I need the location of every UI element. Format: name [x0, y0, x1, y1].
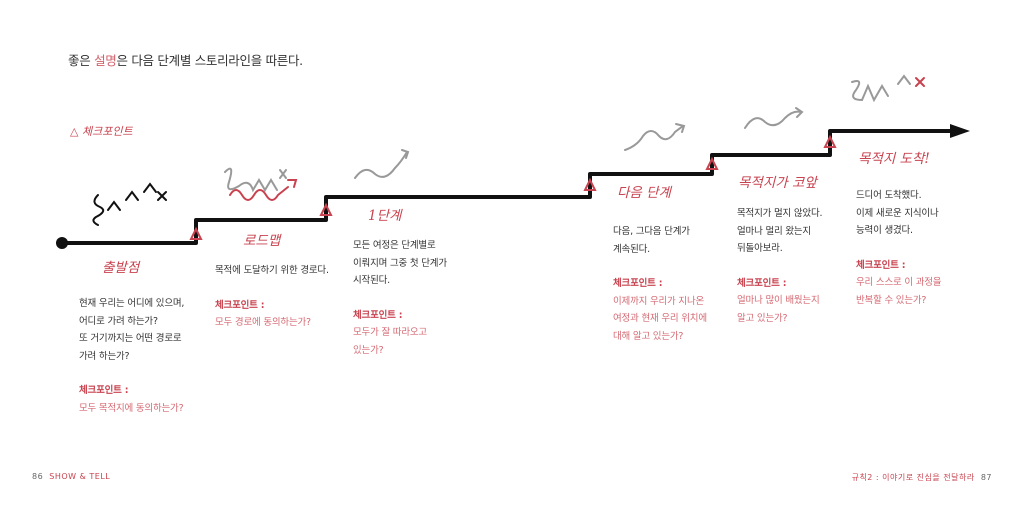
desc-line: 또 거기까지는 어떤 경로로	[79, 333, 182, 344]
tangle-doodle-icon	[851, 74, 911, 103]
chapter-title: 규칙2 : 이야기로 진심을 전달하라	[851, 473, 975, 482]
desc-line: 다음, 그다음 단계가	[613, 226, 690, 237]
footer-left: 86 SHOW & TELL	[32, 472, 110, 481]
checkpoint-triangle-icon	[583, 177, 597, 191]
desc-line: 이뤄지며 그중 첫 단계가	[353, 257, 447, 269]
checkpoint-question: 있는가?	[353, 344, 384, 356]
checkpoint-question: 반복할 수 있는가?	[856, 294, 927, 306]
footer-right: 규칙2 : 이야기로 진심을 전달하라 87	[852, 472, 992, 483]
checkpoint-question: 얼마나 많이 배웠는지	[737, 295, 820, 306]
legend-label: 체크포인트	[81, 125, 133, 138]
checkpoint-question: 우리 스스로 이 과정을	[856, 277, 942, 288]
stage-description-arrived: 드디어 도착했다. 이제 새로운 지식이나 능력이 생겼다. 체크포인트 : 우…	[856, 187, 942, 309]
checkpoint-question: 모두 목적지에 동의하는가?	[79, 402, 184, 414]
checkpoint-question: 이제까지 우리가 지나온	[613, 295, 705, 307]
desc-line: 뒤돌아보라.	[737, 243, 783, 254]
checkpoint-triangle-icon	[189, 226, 203, 240]
squiggle-arrow-icon	[744, 107, 804, 129]
checkpoint-triangle-icon	[705, 156, 719, 170]
stage-description-next: 다음, 그다음 단계가 계속된다. 체크포인트 : 이제까지 우리가 지나온 여…	[613, 223, 707, 345]
checkpoint-question: 여정과 현재 우리 위치에	[613, 313, 707, 324]
book-title: SHOW & TELL	[49, 472, 111, 481]
page-number-left: 86	[32, 472, 44, 481]
page-title: 좋은 설명은 다음 단계별 스토리라인을 따른다.	[68, 50, 303, 69]
desc-line: 목적지가 멀지 않았다.	[737, 208, 823, 219]
checkpoint-heading: 체크포인트 :	[215, 299, 265, 311]
desc-line: 계속된다.	[613, 243, 650, 255]
checkpoint-heading: 체크포인트 :	[79, 385, 129, 396]
stage-description-near: 목적지가 멀지 않았다. 얼마나 멀리 왔는지 뒤돌아보라. 체크포인트 : 얼…	[737, 205, 823, 327]
tangle-doodle-icon	[92, 182, 167, 226]
checkpoint-question: 모두가 잘 따라오고	[353, 327, 427, 338]
title-text-rest: 은 다음 단계별 스토리라인을 따른다.	[116, 53, 303, 68]
desc-line: 어디로 가려 하는가?	[79, 315, 158, 327]
stage-label-roadmap: 로드맵	[243, 233, 281, 249]
squiggle-arrow-icon	[229, 179, 298, 201]
checkpoint-legend: △ 체크포인트	[70, 123, 133, 139]
checkpoint-question: 대해 알고 있는가?	[613, 330, 684, 342]
triangle-icon: △	[70, 125, 82, 138]
checkpoint-triangle-icon	[319, 202, 333, 216]
desc-line: 가려 하는가?	[79, 350, 130, 362]
desc-line: 현재 우리는 어디에 있으며,	[79, 298, 185, 309]
end-arrow-icon	[950, 124, 970, 138]
x-mark-icon	[915, 77, 925, 87]
checkpoint-heading: 체크포인트 :	[737, 277, 787, 289]
tangle-doodle-icon	[224, 167, 287, 193]
stage-description-roadmap: 목적에 도달하기 위한 경로다. 체크포인트 : 모두 경로에 동의하는가?	[215, 262, 329, 332]
start-dot	[56, 237, 68, 249]
checkpoint-heading: 체크포인트 :	[353, 309, 403, 321]
stage-description-start: 현재 우리는 어디에 있으며, 어디로 가려 하는가? 또 거기까지는 어떤 경…	[79, 295, 184, 417]
checkpoint-triangle-icon	[823, 134, 837, 148]
checkpoint-question: 알고 있는가?	[737, 312, 788, 324]
desc-line: 이제 새로운 지식이나	[856, 207, 939, 219]
squiggle-arrow-icon	[624, 123, 686, 151]
page-number-right: 87	[980, 473, 992, 482]
title-highlight: 설명	[94, 53, 117, 68]
title-text: 좋은	[68, 53, 95, 68]
stage-label-next: 다음 단계	[617, 185, 671, 201]
desc-line: 드디어 도착했다.	[856, 190, 922, 201]
stage-label-step1: 1단계	[368, 208, 402, 224]
desc-line: 능력이 생겼다.	[856, 225, 913, 236]
squiggle-arrow-icon	[354, 149, 410, 179]
desc-line: 얼마나 멀리 왔는지	[737, 225, 811, 237]
checkpoint-heading: 체크포인트 :	[856, 259, 906, 271]
desc-line: 모든 여정은 단계별로	[353, 240, 436, 251]
stage-label-start: 출발점	[102, 260, 140, 276]
stage-description-step1: 모든 여정은 단계별로 이뤄지며 그중 첫 단계가 시작된다. 체크포인트 : …	[353, 237, 447, 359]
desc-line: 목적에 도달하기 위한 경로다.	[215, 265, 329, 276]
stage-label-arrived: 목적지 도착!	[858, 151, 930, 167]
staircase-line	[62, 129, 955, 245]
stage-label-near: 목적지가 코앞	[738, 175, 817, 191]
checkpoint-heading: 체크포인트 :	[613, 278, 663, 289]
desc-line: 시작된다.	[353, 275, 390, 286]
checkpoint-question: 모두 경로에 동의하는가?	[215, 317, 311, 328]
